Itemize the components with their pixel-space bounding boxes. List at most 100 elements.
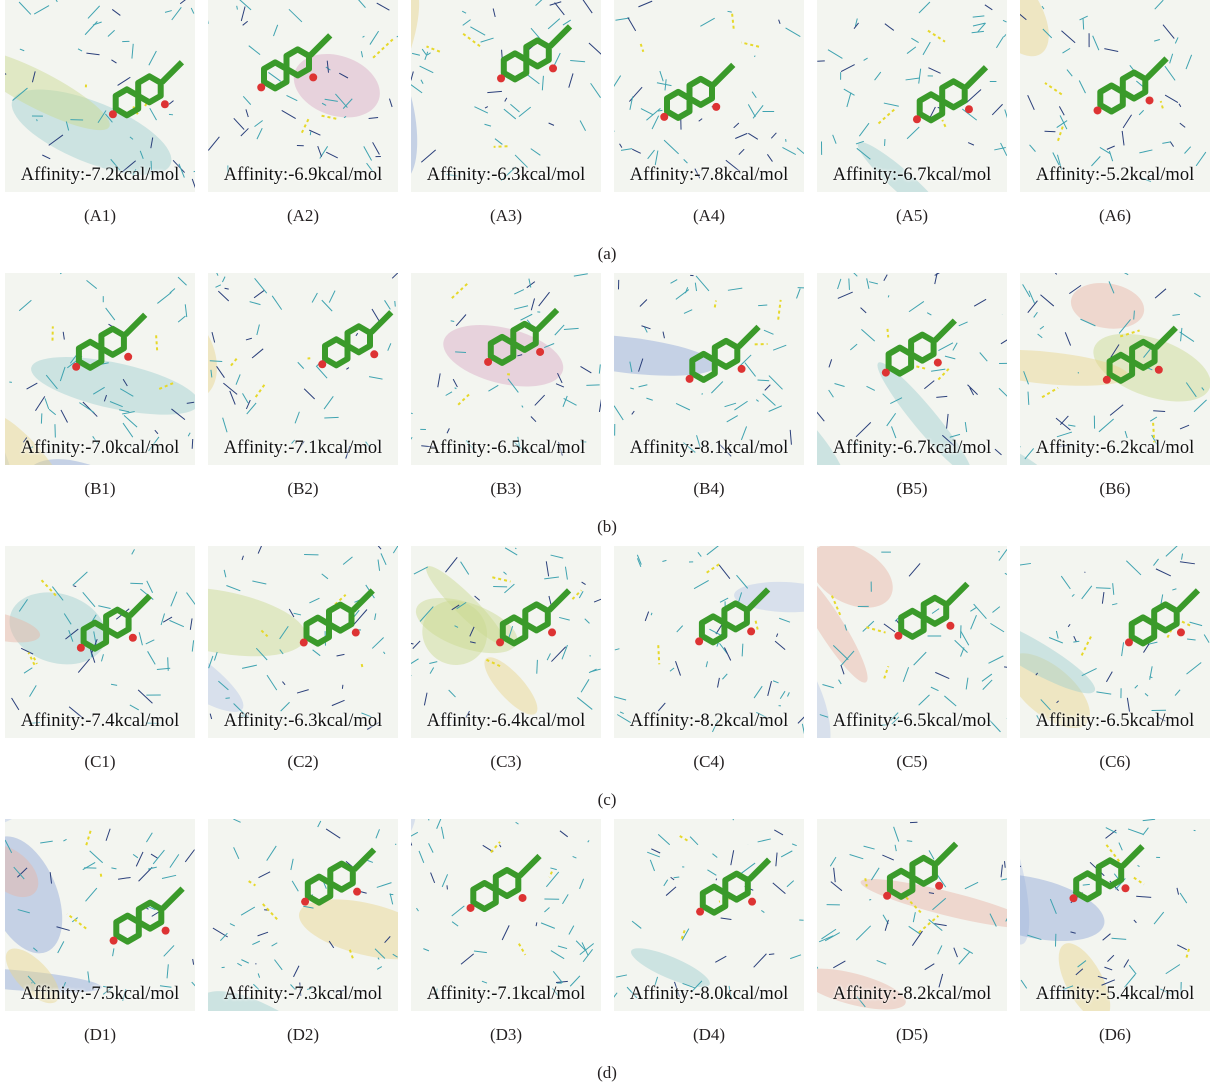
figure: Affinity:-7.2kcal/mol (A1) Affinity:-6.9kc…	[0, 0, 1214, 1083]
panel-label: (C5)	[817, 752, 1007, 772]
docking-image	[614, 819, 804, 1011]
panel-label: (B4)	[614, 479, 804, 499]
docking-panel: Affinity:-6.5kcal/mol	[411, 273, 601, 465]
panel-label: (C3)	[411, 752, 601, 772]
panel-label: (A2)	[208, 206, 398, 226]
row-label: (a)	[0, 244, 1214, 264]
docking-image	[614, 546, 804, 738]
row-label: (b)	[0, 517, 1214, 537]
affinity-label: Affinity:-7.2kcal/mol	[5, 165, 195, 186]
panel-label: (D2)	[208, 1025, 398, 1045]
affinity-label: Affinity:-7.3kcal/mol	[208, 984, 398, 1005]
panel-label: (B2)	[208, 479, 398, 499]
affinity-label: Affinity:-6.2kcal/mol	[1020, 438, 1210, 459]
panel-label: (B5)	[817, 479, 1007, 499]
docking-image	[1020, 273, 1210, 465]
panel-label: (B6)	[1020, 479, 1210, 499]
affinity-label: Affinity:-7.5kcal/mol	[5, 984, 195, 1005]
docking-panel: Affinity:-8.0kcal/mol	[614, 819, 804, 1011]
docking-panel: Affinity:-6.5kcal/mol	[817, 546, 1007, 738]
panel-label: (D4)	[614, 1025, 804, 1045]
affinity-label: Affinity:-6.5kcal/mol	[817, 711, 1007, 732]
panel-label: (C1)	[5, 752, 195, 772]
panel-label: (B1)	[5, 479, 195, 499]
docking-image	[817, 819, 1007, 1011]
affinity-label: Affinity:-6.5kcal/mol	[411, 438, 601, 459]
docking-panel: Affinity:-6.2kcal/mol	[1020, 273, 1210, 465]
row-label: (c)	[0, 790, 1214, 810]
panel-label: (B3)	[411, 479, 601, 499]
panel-label: (A6)	[1020, 206, 1210, 226]
affinity-label: Affinity:-6.7kcal/mol	[817, 438, 1007, 459]
panel-label: (A4)	[614, 206, 804, 226]
docking-panel: Affinity:-6.4kcal/mol	[411, 546, 601, 738]
docking-image	[614, 273, 804, 465]
docking-image	[208, 273, 398, 465]
docking-image	[817, 273, 1007, 465]
affinity-label: Affinity:-6.9kcal/mol	[208, 165, 398, 186]
affinity-label: Affinity:-8.2kcal/mol	[614, 711, 804, 732]
docking-image	[208, 546, 398, 738]
panel-label: (D5)	[817, 1025, 1007, 1045]
docking-panel: Affinity:-7.2kcal/mol	[5, 0, 195, 192]
docking-image	[5, 273, 195, 465]
docking-image	[411, 819, 601, 1011]
affinity-label: Affinity:-6.4kcal/mol	[411, 711, 601, 732]
docking-panel: Affinity:-7.5kcal/mol	[5, 819, 195, 1011]
affinity-label: Affinity:-7.4kcal/mol	[5, 711, 195, 732]
panel-label: (A1)	[5, 206, 195, 226]
docking-panel: Affinity:-8.1kcal/mol	[614, 273, 804, 465]
docking-image	[1020, 546, 1210, 738]
affinity-label: Affinity:-8.1kcal/mol	[614, 438, 804, 459]
docking-image	[5, 0, 195, 192]
affinity-label: Affinity:-8.2kcal/mol	[817, 984, 1007, 1005]
docking-panel: Affinity:-7.1kcal/mol	[411, 819, 601, 1011]
docking-image	[411, 273, 601, 465]
affinity-label: Affinity:-7.0kcal/mol	[5, 438, 195, 459]
panel-label: (C2)	[208, 752, 398, 772]
affinity-label: Affinity:-5.4kcal/mol	[1020, 984, 1210, 1005]
docking-panel: Affinity:-6.7kcal/mol	[817, 273, 1007, 465]
docking-panel: Affinity:-7.1kcal/mol	[208, 273, 398, 465]
panel-label: (D6)	[1020, 1025, 1210, 1045]
panel-label: (D1)	[5, 1025, 195, 1045]
docking-panel: Affinity:-5.4kcal/mol	[1020, 819, 1210, 1011]
docking-panel: Affinity:-6.3kcal/mol	[411, 0, 601, 192]
docking-panel: Affinity:-7.0kcal/mol	[5, 273, 195, 465]
affinity-label: Affinity:-7.1kcal/mol	[208, 438, 398, 459]
docking-panel: Affinity:-6.9kcal/mol	[208, 0, 398, 192]
affinity-label: Affinity:-6.5kcal/mol	[1020, 711, 1210, 732]
panel-label: (C6)	[1020, 752, 1210, 772]
affinity-label: Affinity:-7.8kcal/mol	[614, 165, 804, 186]
docking-panel: Affinity:-7.4kcal/mol	[5, 546, 195, 738]
row-label: (d)	[0, 1063, 1214, 1083]
docking-image	[1020, 819, 1210, 1011]
docking-image	[817, 0, 1007, 192]
docking-panel: Affinity:-5.2kcal/mol	[1020, 0, 1210, 192]
docking-image	[1020, 0, 1210, 192]
panel-label: (D3)	[411, 1025, 601, 1045]
docking-image	[5, 546, 195, 738]
docking-panel: Affinity:-7.3kcal/mol	[208, 819, 398, 1011]
docking-panel: Affinity:-6.5kcal/mol	[1020, 546, 1210, 738]
affinity-label: Affinity:-6.3kcal/mol	[208, 711, 398, 732]
docking-image	[5, 819, 195, 1011]
affinity-label: Affinity:-7.1kcal/mol	[411, 984, 601, 1005]
affinity-label: Affinity:-5.2kcal/mol	[1020, 165, 1210, 186]
docking-panel: Affinity:-6.7kcal/mol	[817, 0, 1007, 192]
docking-image	[208, 819, 398, 1011]
docking-panel: Affinity:-8.2kcal/mol	[614, 546, 804, 738]
docking-panel: Affinity:-8.2kcal/mol	[817, 819, 1007, 1011]
docking-panel: Affinity:-7.8kcal/mol	[614, 0, 804, 192]
affinity-label: Affinity:-8.0kcal/mol	[614, 984, 804, 1005]
panel-label: (A3)	[411, 206, 601, 226]
docking-image	[411, 546, 601, 738]
panel-label: (C4)	[614, 752, 804, 772]
docking-image	[411, 0, 601, 192]
docking-image	[614, 0, 804, 192]
docking-panel: Affinity:-6.3kcal/mol	[208, 546, 398, 738]
docking-image	[208, 0, 398, 192]
docking-image	[817, 546, 1007, 738]
affinity-label: Affinity:-6.7kcal/mol	[817, 165, 1007, 186]
panel-label: (A5)	[817, 206, 1007, 226]
